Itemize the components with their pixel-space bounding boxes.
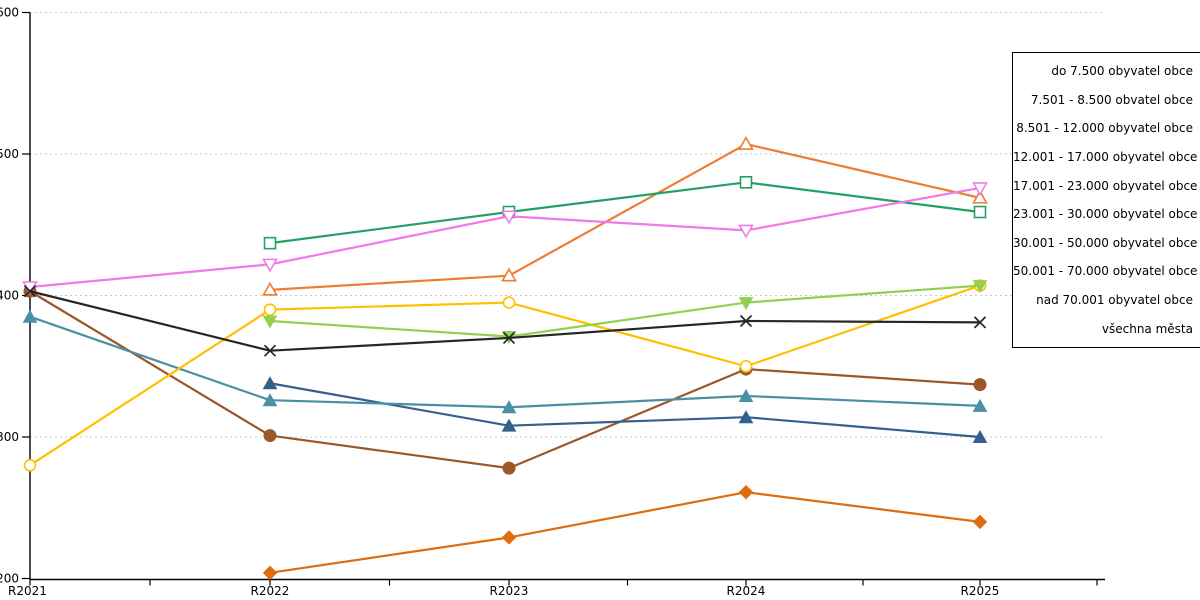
marker-triangle-up-filled xyxy=(262,393,278,407)
marker-diamond-filled xyxy=(262,565,278,581)
marker-triangle-up-filled xyxy=(972,398,988,412)
legend-item: všechna města xyxy=(1101,321,1193,336)
x-tick-label: R2022 xyxy=(251,584,290,598)
legend-item: 7.501 - 8.500 obvatel obce xyxy=(1030,92,1193,107)
marker-triangle-down-open xyxy=(972,182,988,197)
y-tick-label: 400 xyxy=(0,289,19,303)
marker-triangle-up-filled xyxy=(262,376,278,390)
legend-item: 30.001 - 50.000 obyvatel obce xyxy=(1013,235,1198,250)
series-line xyxy=(29,186,981,289)
marker-triangle-down-open xyxy=(738,224,754,239)
marker-circle-open xyxy=(739,359,753,373)
marker-circle-open xyxy=(23,458,37,472)
legend-item: 8.501 - 12.000 obyvatel obce xyxy=(1016,121,1193,136)
marker-square-open xyxy=(739,176,753,189)
series-line xyxy=(29,290,981,470)
legend-item: do 7.500 obyvatel obce xyxy=(1051,64,1193,79)
series-line xyxy=(269,181,981,245)
marker-triangle-down-filled xyxy=(972,280,988,294)
marker-triangle-up-filled xyxy=(22,309,38,323)
marker-circle-filled xyxy=(973,378,987,392)
marker-triangle-up-filled xyxy=(972,429,988,443)
y-tick-label: 600 xyxy=(0,6,19,20)
series-line xyxy=(269,284,981,338)
marker-x-cross xyxy=(739,314,753,328)
marker-triangle-up-open xyxy=(501,267,517,282)
marker-triangle-up-open xyxy=(972,189,988,204)
legend-item: 12.001 - 17.000 obyvatel obce xyxy=(1013,150,1198,165)
marker-triangle-down-filled xyxy=(738,297,754,311)
legend-item: 50.001 - 70.000 obyvatel obce xyxy=(1013,264,1198,279)
series-line xyxy=(29,315,981,409)
chart-legend: do 7.500 obyvatel obce 7.501 - 8.500 obva… xyxy=(1012,52,1200,348)
marker-square-open xyxy=(263,236,277,250)
y-tick-label: 200 xyxy=(0,572,19,586)
y-tick-label: 500 xyxy=(0,147,19,161)
marker-triangle-up-open xyxy=(738,135,754,150)
series-line xyxy=(269,491,981,574)
marker-triangle-up-filled xyxy=(501,400,517,414)
marker-triangle-up-filled xyxy=(738,388,754,402)
marker-square-open xyxy=(973,205,987,219)
marker-triangle-up-filled xyxy=(501,418,517,432)
marker-diamond-filled xyxy=(501,530,517,545)
series-line xyxy=(269,382,981,439)
x-tick-label: R2023 xyxy=(490,584,529,598)
legend-item: 17.001 - 23.000 obyvatel obce xyxy=(1013,178,1198,193)
series-line xyxy=(269,142,981,291)
legend-item: 23.001 - 30.000 obyvatel obce xyxy=(1013,207,1198,222)
marker-x-cross xyxy=(23,285,37,298)
marker-triangle-up-filled xyxy=(738,410,754,424)
marker-x-cross xyxy=(502,331,516,345)
marker-circle-open xyxy=(502,296,516,309)
marker-circle-open xyxy=(263,303,277,316)
marker-x-cross xyxy=(973,316,987,329)
marker-triangle-down-open xyxy=(501,210,517,225)
y-tick-label: 300 xyxy=(0,430,19,444)
marker-circle-filled xyxy=(263,429,277,443)
marker-triangle-down-open xyxy=(262,258,278,273)
x-tick-label: R2024 xyxy=(727,584,766,598)
marker-circle-filled xyxy=(502,461,516,475)
legend-item: nad 70.001 obyvatel obce xyxy=(1036,293,1193,308)
marker-diamond-filled xyxy=(738,484,754,500)
marker-diamond-filled xyxy=(972,514,988,530)
marker-x-cross xyxy=(263,344,277,357)
marker-triangle-down-filled xyxy=(262,315,278,329)
marker-triangle-up-open xyxy=(262,281,278,296)
x-tick-label: R2021 xyxy=(8,584,47,598)
x-tick-label: R2025 xyxy=(961,584,1000,598)
